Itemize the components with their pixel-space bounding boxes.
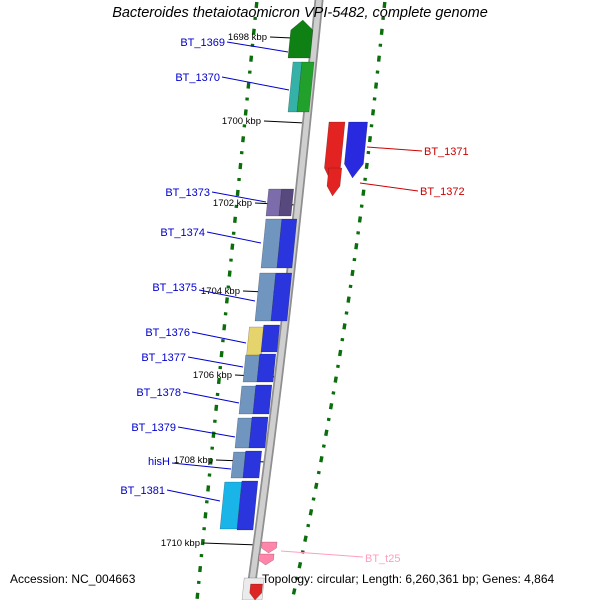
gene-BT_1369[interactable] [287, 19, 314, 59]
gene-BT_1376[interactable] [245, 324, 280, 362]
gene-shape[interactable] [219, 481, 242, 530]
gene-partial-feature-bottom[interactable] [241, 577, 265, 600]
ruler-tick-label: 1706 kbp [193, 370, 232, 381]
gene-shape[interactable] [270, 272, 293, 322]
gene-BT_1372[interactable] [324, 121, 346, 197]
ruler-tick-label: 1702 kbp [213, 198, 252, 209]
gene-shape[interactable] [236, 480, 259, 531]
gene-label-BT_1379[interactable]: BT_1379 [131, 422, 176, 434]
gene-label-BT_1371[interactable]: BT_1371 [424, 146, 469, 158]
gene-shape[interactable] [276, 218, 298, 269]
gene-BT_t25[interactable] [258, 541, 278, 566]
ruler-tick-label: 1698 kbp [228, 32, 267, 43]
gene-label-BT_1374[interactable]: BT_1374 [160, 227, 205, 239]
label-leader-line [359, 182, 419, 192]
gene-shape[interactable] [249, 583, 263, 600]
gene-shape[interactable] [344, 121, 368, 179]
gene-shape[interactable] [260, 324, 280, 353]
gene-shape[interactable] [287, 19, 314, 59]
label-leader-line [198, 289, 256, 302]
ruler-tick [263, 120, 306, 124]
gene-shape[interactable] [278, 188, 294, 217]
gene-BT_1370[interactable] [287, 61, 315, 113]
ruler-tick-label: 1708 kbp [174, 455, 213, 466]
gene-shape[interactable] [296, 61, 315, 113]
label-leader-line [366, 146, 423, 152]
gene-BT_1374[interactable] [260, 218, 298, 269]
right-dotted-arc [290, 0, 387, 600]
ruler-tick-label: 1700 kbp [222, 116, 261, 127]
gene-shape[interactable] [326, 167, 343, 197]
gene-BT_1377[interactable] [242, 353, 277, 383]
label-leader-line [191, 331, 247, 344]
ruler-tick [202, 542, 258, 546]
map-title: Bacteroides thetaiotaomicron VPI-5482, c… [112, 5, 488, 21]
ruler-tick-label: 1704 kbp [201, 286, 240, 297]
status-bar: Accession: NC_004663 Topology: circular;… [0, 572, 600, 592]
gene-BT_1379[interactable] [234, 416, 269, 449]
gene-shape[interactable] [258, 553, 275, 566]
gene-label-BT_1369[interactable]: BT_1369 [180, 37, 225, 49]
gene-BT_1378[interactable] [238, 384, 273, 415]
label-leader-line [166, 489, 221, 502]
gene-label-BT_1377[interactable]: BT_1377 [141, 352, 186, 364]
gene-shape[interactable] [256, 353, 277, 383]
label-leader-line [171, 462, 232, 470]
label-leader-line [206, 231, 262, 244]
status-accession: Accession: NC_004663 [10, 572, 136, 586]
gene-label-BT_t25[interactable]: BT_t25 [365, 553, 400, 565]
gene-shape[interactable] [242, 450, 262, 479]
gene-shape[interactable] [252, 384, 273, 415]
ruler-tick-label: 1710 kbp [161, 538, 200, 549]
label-leader-line [221, 76, 290, 91]
gene-label-BT_1378[interactable]: BT_1378 [136, 387, 181, 399]
gene-label-BT_1376[interactable]: BT_1376 [145, 327, 190, 339]
gene-shape[interactable] [248, 416, 269, 449]
gene-BT_1371[interactable] [344, 121, 368, 179]
label-leader-line [187, 356, 244, 368]
gene-shape[interactable] [261, 541, 278, 554]
left-dotted-arc [195, 0, 259, 600]
gene-label-hisH[interactable]: hisH [148, 456, 170, 468]
gene-BT_1373[interactable] [265, 188, 294, 217]
label-leader-line [280, 550, 364, 558]
label-leader-line [226, 41, 289, 53]
gene-label-BT_1381[interactable]: BT_1381 [120, 485, 165, 497]
gene-BT_1375[interactable] [254, 272, 293, 322]
label-leader-line [182, 391, 240, 404]
label-leader-line [177, 426, 236, 438]
label-leader-line [211, 191, 267, 203]
gene-label-BT_1375[interactable]: BT_1375 [152, 282, 197, 294]
gene-hisH[interactable] [230, 450, 262, 479]
status-topology: Topology: circular; Length: 6,260,361 bp… [262, 572, 555, 586]
gene-label-BT_1373[interactable]: BT_1373 [165, 187, 210, 199]
gene-label-BT_1372[interactable]: BT_1372 [420, 186, 465, 198]
gene-BT_1381[interactable] [219, 480, 259, 531]
gene-label-BT_1370[interactable]: BT_1370 [175, 72, 220, 84]
